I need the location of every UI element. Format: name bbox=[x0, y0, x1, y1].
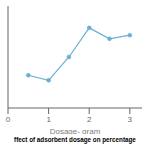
svg-text:3: 3 bbox=[128, 115, 133, 124]
svg-text:0: 0 bbox=[8, 115, 11, 124]
svg-text:Dosage- gram: Dosage- gram bbox=[50, 127, 101, 134]
svg-text:1: 1 bbox=[46, 115, 51, 124]
svg-text:2: 2 bbox=[87, 115, 92, 124]
html-text:ffect of adsorbent dosage on p: ffect of adsorbent dosage on percentage bbox=[14, 136, 136, 143]
